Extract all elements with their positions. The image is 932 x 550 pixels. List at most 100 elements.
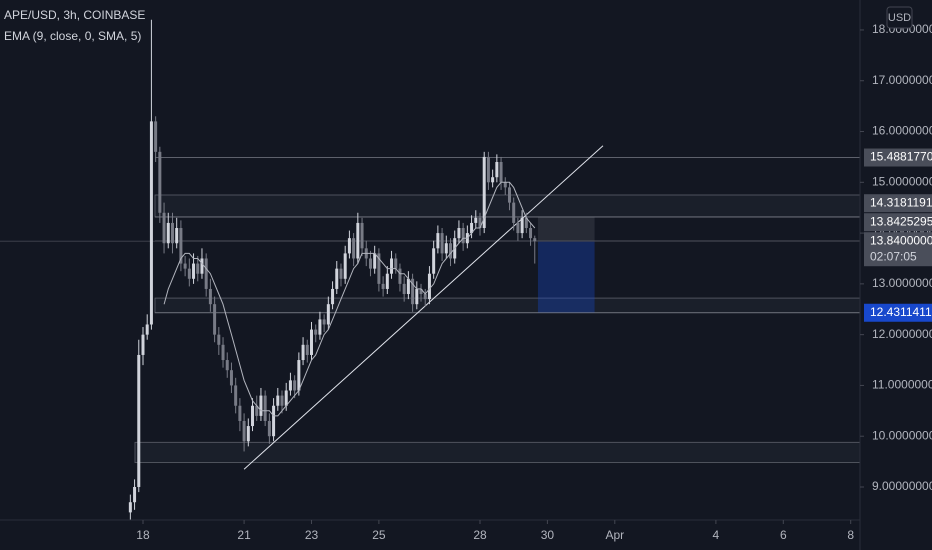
candle-body [478, 217, 482, 229]
x-tick-label: 23 [305, 528, 319, 542]
candle-body [457, 228, 461, 239]
zone [154, 194, 861, 218]
candle-body [347, 238, 351, 254]
candle-body [272, 405, 276, 437]
y-tick-label: 17.00000000 [872, 73, 932, 87]
y-tick-label: 9.00000000 [872, 479, 932, 493]
candle-body [368, 258, 372, 269]
candle-body [419, 288, 423, 295]
candle-body [166, 222, 170, 244]
x-tick-label: 8 [847, 528, 854, 542]
candle-body [461, 228, 465, 244]
candle-body [141, 334, 145, 355]
candle-body [406, 278, 410, 295]
currency-button-label[interactable]: USD [888, 12, 911, 24]
candle-body [175, 228, 179, 244]
price-label: 15.48817709 [870, 150, 932, 164]
candle-body [208, 288, 212, 305]
price-label-box [864, 303, 932, 322]
candle-body [449, 243, 453, 259]
price-label-box [864, 148, 932, 167]
candle-body [192, 263, 196, 279]
candle-body [162, 212, 166, 244]
candle-body [385, 273, 389, 289]
price-label-box [864, 232, 932, 267]
candle-body [238, 405, 242, 421]
indicator-legend: EMA (9, close, 0, SMA, 5) [4, 29, 141, 43]
candle-body [128, 502, 132, 513]
candle-body [339, 268, 343, 279]
candle-body [529, 228, 533, 239]
candle-body [154, 121, 158, 152]
candle-body [305, 344, 309, 355]
currency-button-box[interactable] [886, 6, 913, 29]
x-tick-label: 6 [780, 528, 787, 542]
candle-body [213, 304, 217, 335]
x-tick-label: 28 [473, 528, 487, 542]
candle-body [516, 222, 520, 234]
candle-body [318, 319, 322, 335]
y-tick-label: 11.00000000 [872, 378, 932, 392]
chart-title: APE/USD, 3h, COINBASE [4, 8, 145, 22]
candle-body [242, 420, 246, 442]
position-stop-area [537, 216, 595, 242]
candle-body [145, 324, 149, 335]
candle-body [356, 222, 360, 259]
candle-body [427, 273, 431, 300]
candle-body [284, 390, 288, 406]
currency-button[interactable]: USD [886, 6, 913, 29]
candle-body [309, 329, 313, 355]
position-target-area [537, 241, 595, 313]
candle-body [343, 253, 347, 279]
y-tick-label: 10.00000000 [872, 428, 932, 442]
candle-body [436, 233, 440, 249]
candle-body [158, 151, 162, 213]
candle-body [196, 263, 200, 274]
candle-body [373, 253, 377, 269]
zone [154, 297, 861, 314]
x-tick-label: Apr [605, 528, 624, 542]
candle-body [394, 258, 398, 269]
candle-body [423, 294, 427, 300]
candle-body [533, 238, 537, 242]
candle-body [217, 334, 221, 345]
x-tick-label: 25 [372, 528, 386, 542]
y-tick-label: 15.00000000 [872, 174, 932, 188]
candle-body [179, 228, 183, 264]
candle-body [170, 222, 174, 244]
candle-body [503, 182, 507, 188]
candle-body [482, 156, 486, 229]
candle-body [276, 395, 280, 406]
candle-body [402, 283, 406, 295]
candle-body [267, 420, 271, 437]
y-tick-label: 12.00000000 [872, 327, 932, 341]
candle-body [187, 268, 191, 279]
candle-body [301, 344, 305, 361]
candle-body [229, 370, 233, 386]
candle-body [225, 360, 229, 371]
price-label: 13.84252950 [870, 214, 932, 228]
y-tick-label: 16.00000000 [872, 124, 932, 138]
candle-body [444, 243, 448, 254]
candle-body [470, 222, 474, 234]
candle-body [411, 278, 415, 305]
candle-body [133, 486, 137, 503]
candle-body [183, 263, 187, 269]
x-tick-label: 18 [136, 528, 150, 542]
candle-body [288, 380, 292, 391]
candle-body [495, 161, 499, 178]
price-label-box [864, 213, 932, 232]
candle-body [491, 177, 495, 183]
candle-body [520, 217, 524, 234]
candle-body [352, 238, 356, 259]
candle-body [297, 360, 301, 391]
candle-body [398, 268, 402, 284]
candle-body [390, 258, 394, 274]
candle-body [200, 258, 204, 274]
price-label-box [864, 194, 932, 213]
candle-body [335, 268, 339, 289]
